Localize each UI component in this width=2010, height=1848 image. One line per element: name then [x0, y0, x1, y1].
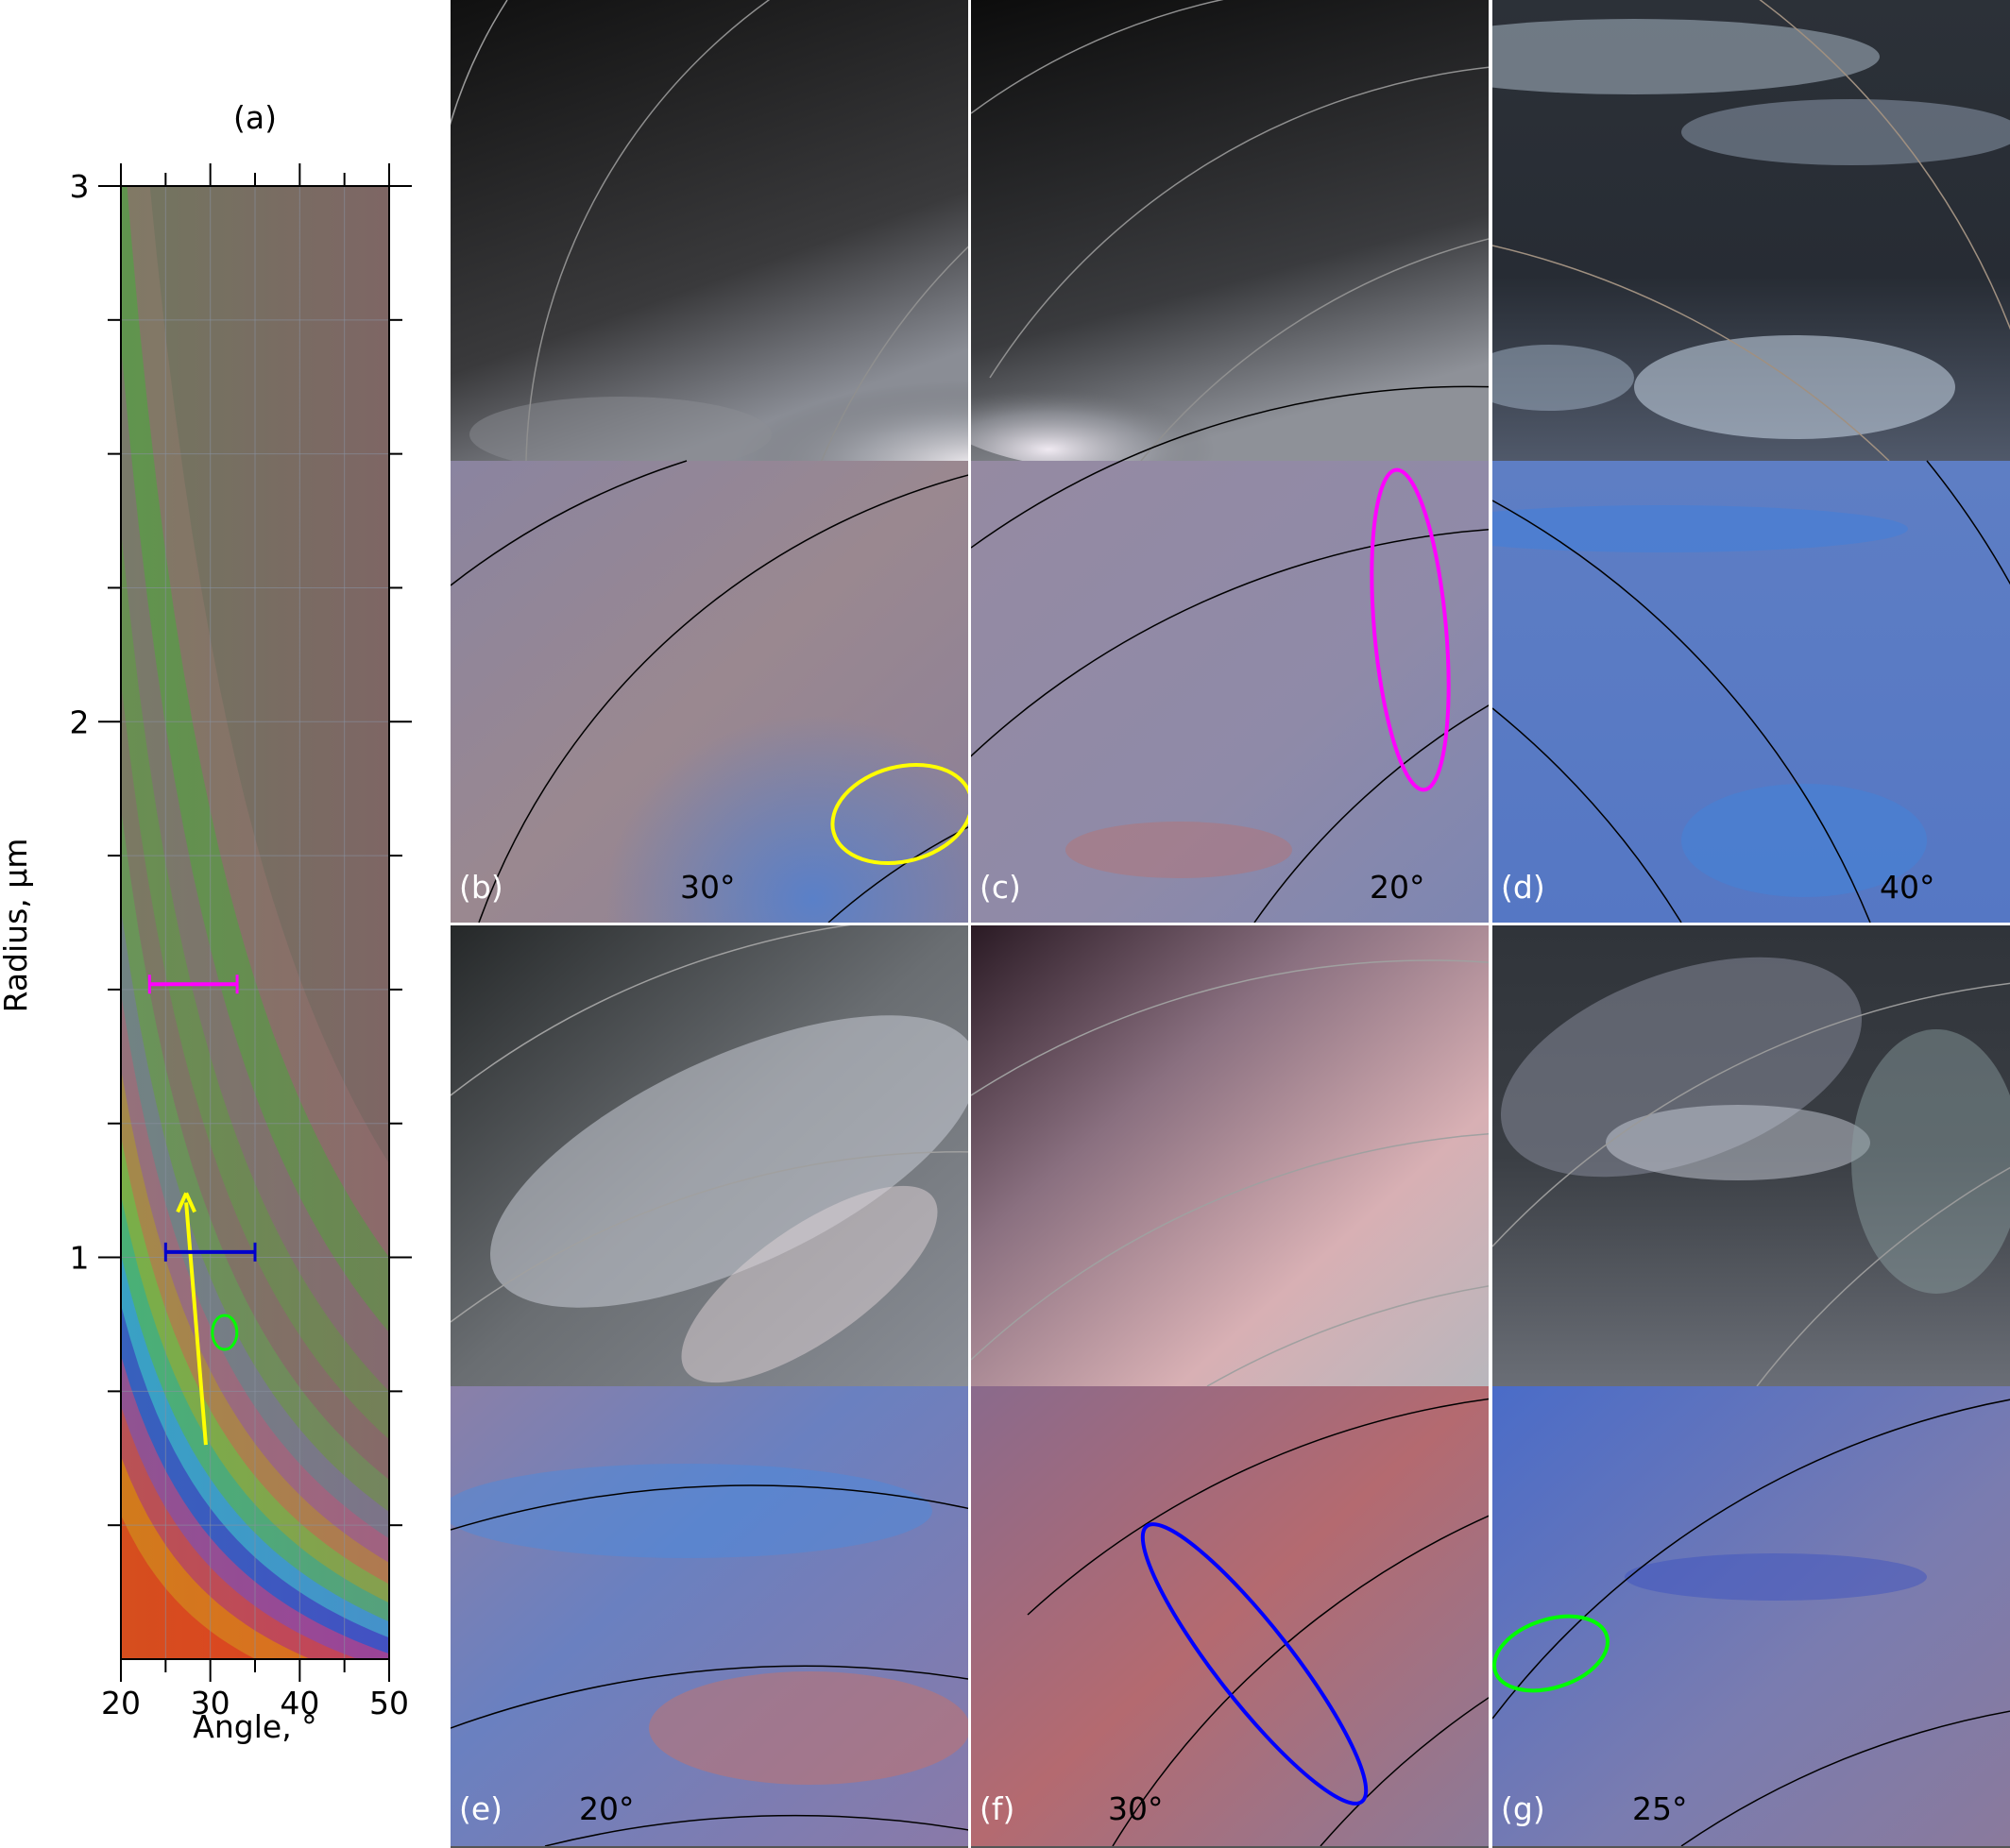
chart-title: (a): [233, 99, 277, 136]
panel-g-label: (g): [1501, 1790, 1545, 1827]
panel-b: [451, 0, 968, 923]
panel-e: [451, 925, 968, 1848]
panel-d-angle: 40°: [1880, 869, 1935, 906]
grid-lines: [121, 186, 389, 1659]
panel-b-label: (b): [459, 869, 503, 906]
panel-c-angle: 20°: [1370, 869, 1425, 906]
y-tick-label: 1: [70, 1240, 90, 1277]
green-ellipse-marker: [211, 1314, 239, 1351]
panel-c: [971, 0, 1489, 923]
panel-g: [1492, 925, 2010, 1848]
interval-marker: [147, 975, 239, 994]
panel-e-angle: 20°: [579, 1790, 635, 1827]
highlight-ellipse: [1370, 467, 1451, 792]
panel-e-label: (e): [459, 1790, 503, 1827]
x-axis-label: Angle, °: [193, 1708, 316, 1745]
panel-d: [1492, 0, 2010, 923]
x-tick-label: 40: [280, 1685, 319, 1721]
y-tick-label: 3: [70, 168, 90, 205]
panel-b-angle: 30°: [680, 869, 736, 906]
color-map-chart: (a) 20 30 40 50 1 2 3 Angle, ° Radius, μm: [0, 99, 412, 1745]
x-tick-label: 50: [369, 1685, 409, 1721]
plot-area: [121, 186, 389, 1659]
interval-marker: [163, 1242, 257, 1262]
row-separator: [451, 923, 2010, 925]
x-tick-label: 30: [191, 1685, 230, 1721]
panel-d-label: (d): [1501, 869, 1545, 906]
highlight-ellipse: [830, 762, 968, 866]
y-axis-label: Radius, μm: [0, 839, 34, 1013]
panel-c-label: (c): [979, 869, 1021, 906]
x-tick-label: 20: [101, 1685, 141, 1721]
y-tick-label: 2: [70, 704, 90, 740]
panel-f: [971, 925, 1489, 1848]
panel-g-angle: 25°: [1632, 1790, 1688, 1827]
panel-f-label: (f): [979, 1790, 1015, 1827]
yellow-arrow: [176, 1192, 208, 1446]
highlight-ellipse: [1140, 1522, 1369, 1806]
highlight-ellipse: [1492, 1614, 1610, 1693]
panel-f-angle: 30°: [1108, 1790, 1164, 1827]
